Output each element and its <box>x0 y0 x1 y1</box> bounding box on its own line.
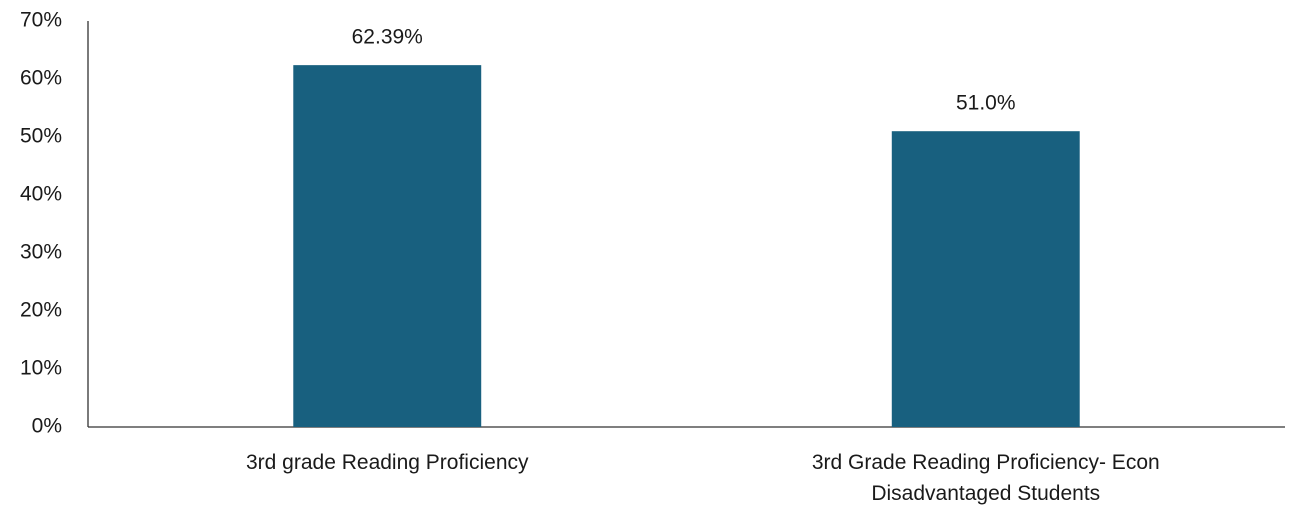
y-tick-label: 30% <box>20 241 62 264</box>
x-tick-label: 3rd grade Reading Proficiency <box>246 451 529 474</box>
y-tick-label: 0% <box>32 415 62 438</box>
y-tick-label: 10% <box>20 357 62 380</box>
y-tick-label: 60% <box>20 67 62 90</box>
y-tick-label: 70% <box>20 9 62 32</box>
y-tick-label: 40% <box>20 183 62 206</box>
y-tick-label: 50% <box>20 125 62 148</box>
y-tick-label: 20% <box>20 299 62 322</box>
bar <box>293 65 482 427</box>
data-label: 51.0% <box>956 92 1016 115</box>
bar <box>891 131 1080 427</box>
x-tick-label: 3rd Grade Reading Proficiency- Econ Disa… <box>811 451 1160 505</box>
data-label: 62.39% <box>352 26 423 49</box>
